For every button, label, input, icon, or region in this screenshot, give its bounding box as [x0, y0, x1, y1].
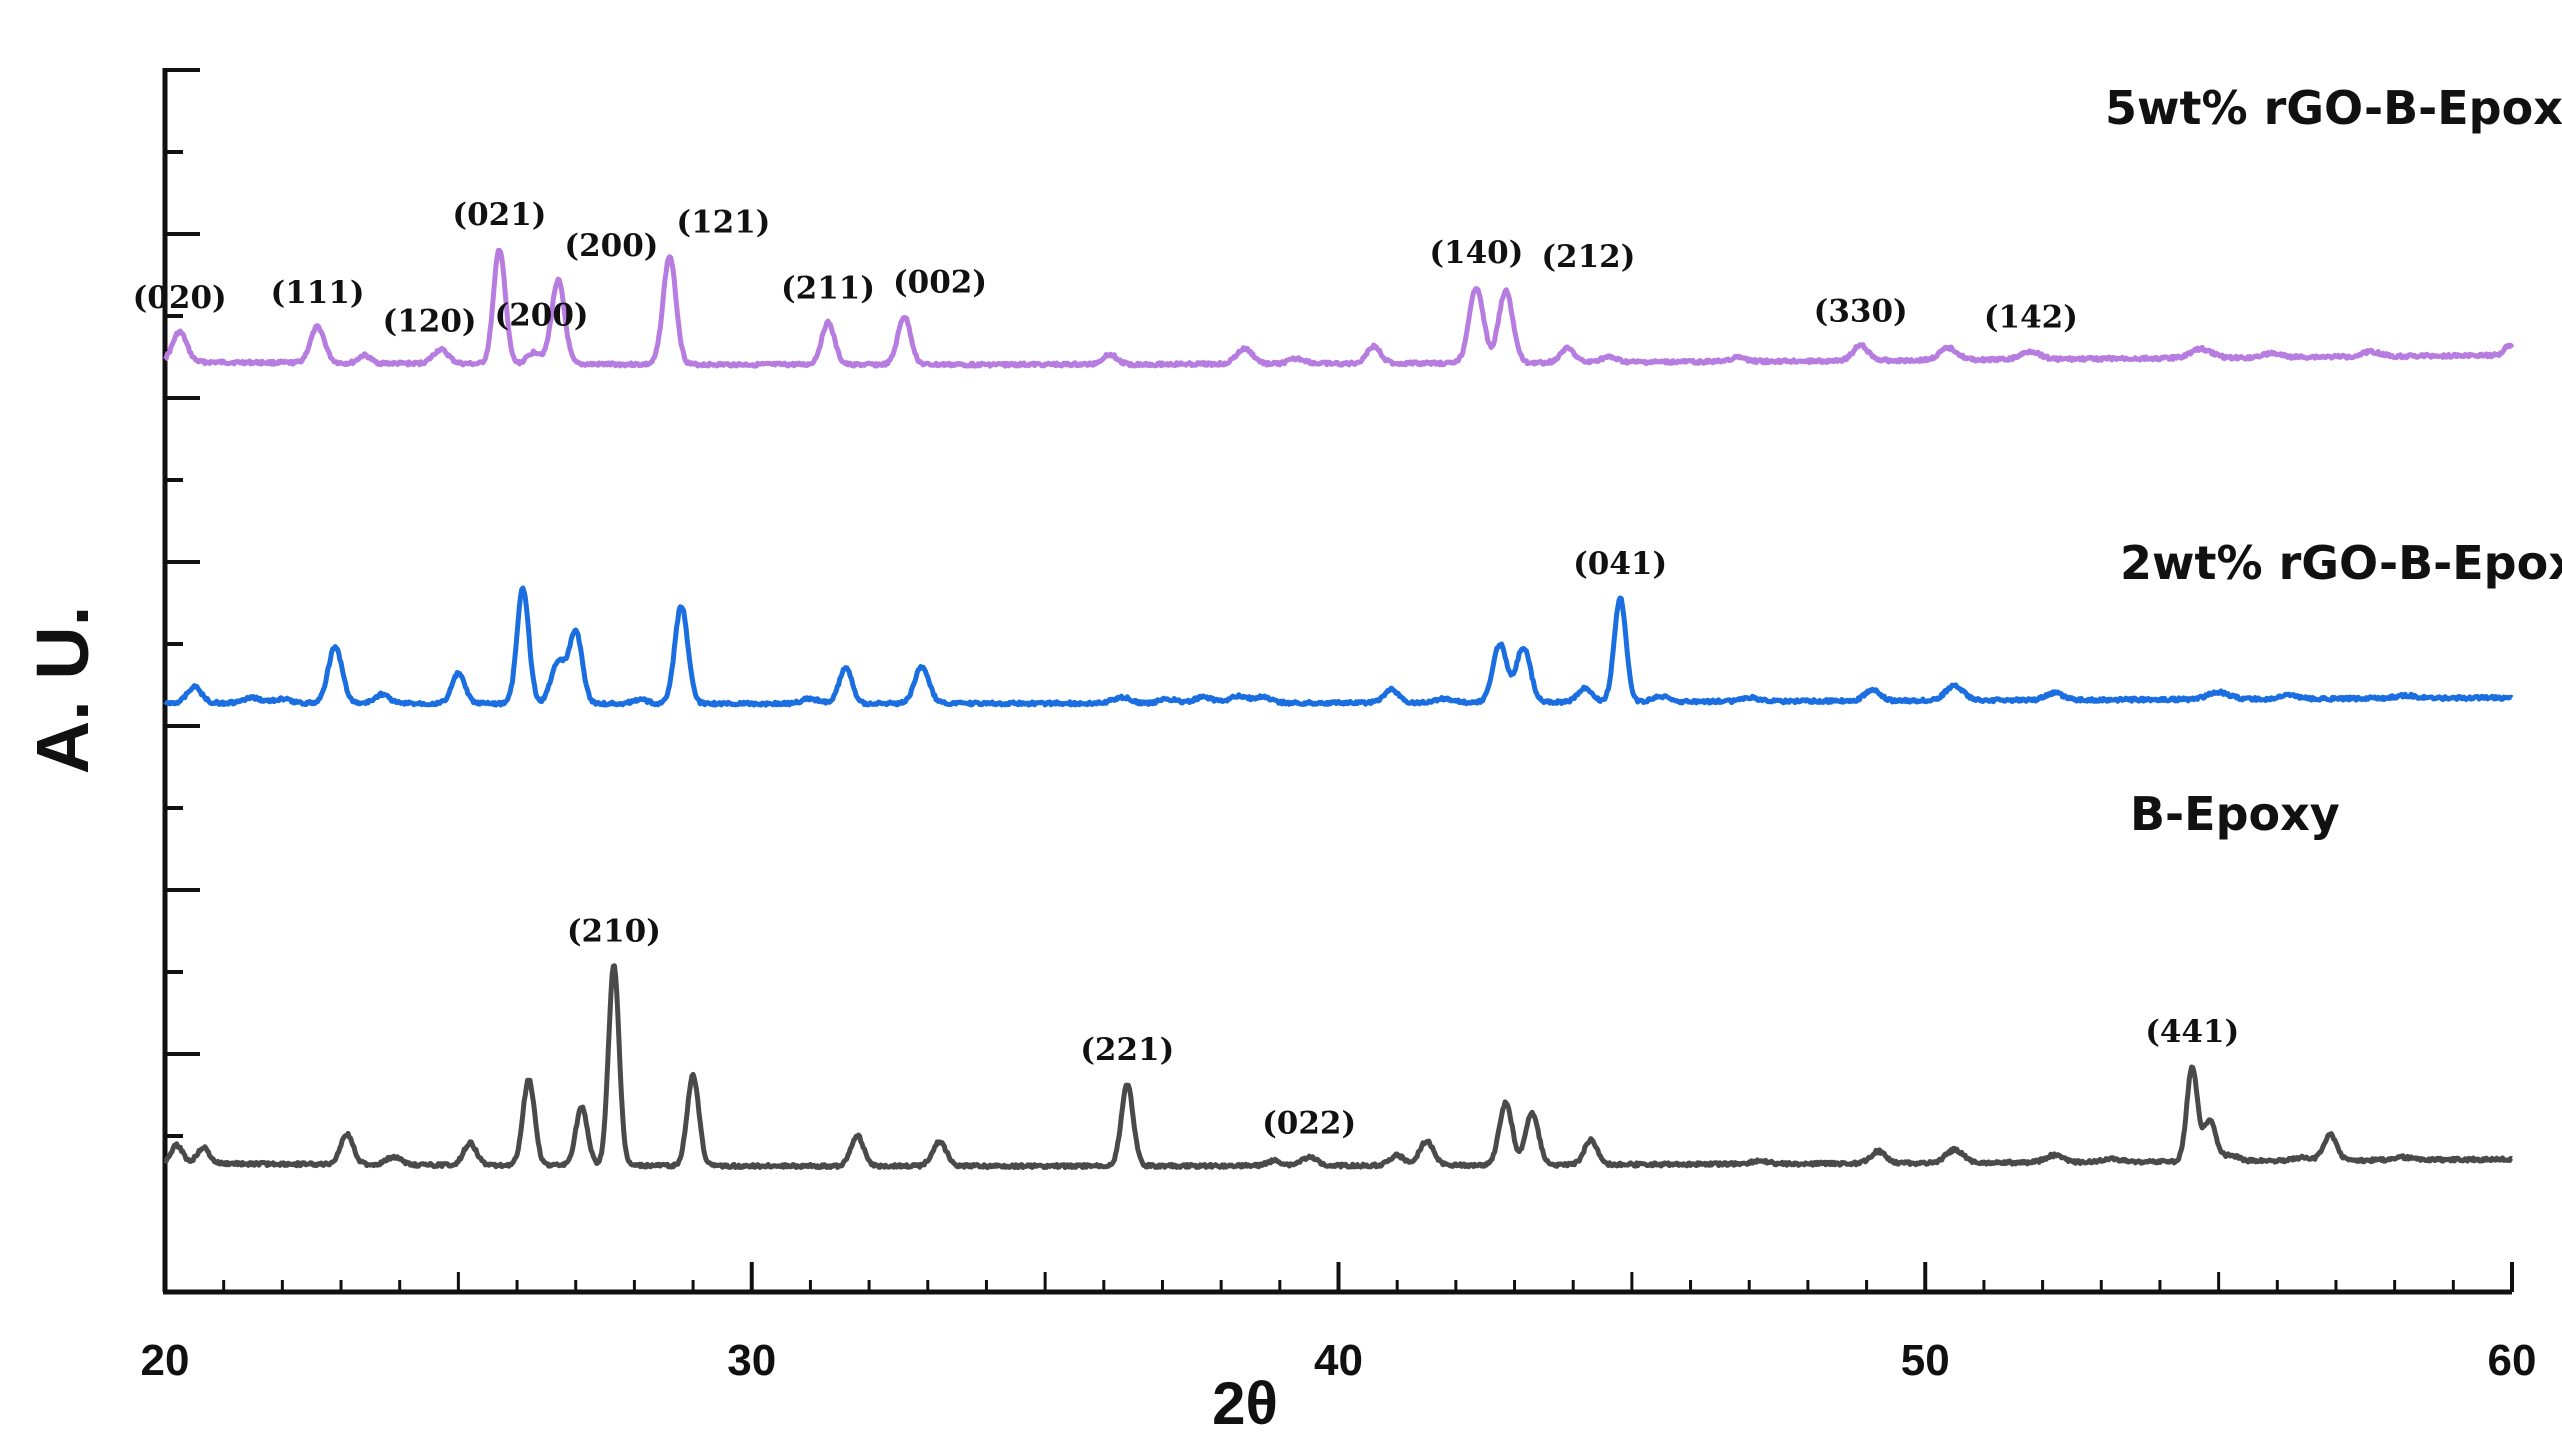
- series-line-3: [163, 963, 2514, 1171]
- hkl-label: (210): [567, 914, 661, 950]
- hkl-label: (120): [383, 303, 477, 339]
- x-tick-label: 40: [1314, 1336, 1363, 1385]
- hkl-label: (200): [495, 298, 589, 334]
- series-line-1: [163, 247, 2515, 369]
- hkl-label: (211): [781, 271, 875, 307]
- hkl-label: (111): [271, 275, 365, 311]
- series-name-label: 5wt% rGO-B-Epoxy: [2105, 81, 2562, 135]
- hkl-label: (121): [676, 204, 770, 240]
- series-name-label: 2wt% rGO-B-Epoxy: [2120, 536, 2562, 590]
- hkl-label: (002): [893, 265, 987, 301]
- series-line-2: [163, 585, 2514, 708]
- hkl-label: (142): [1984, 299, 2078, 335]
- y-axis-ticks: [165, 68, 200, 1138]
- hkl-label: (022): [1262, 1106, 1356, 1142]
- x-tick-label: 20: [141, 1336, 190, 1385]
- x-tick-label: 30: [727, 1336, 776, 1385]
- hkl-label: (221): [1080, 1032, 1174, 1068]
- hkl-label: (212): [1541, 239, 1635, 275]
- hkl-label: (140): [1429, 235, 1523, 271]
- x-axis-ticks: 20 30 40 50 60: [141, 1262, 2537, 1385]
- peak-labels: (020) (111) (120) (200) (021) (200) (121) (211)…: [133, 197, 2240, 1142]
- hkl-label: (441): [2145, 1014, 2239, 1050]
- hkl-label: (041): [1573, 546, 1667, 582]
- hkl-label: (021): [452, 197, 546, 233]
- series-name-label: B-Epoxy: [2130, 787, 2340, 841]
- y-axis-title: A. U.: [21, 606, 104, 775]
- series-labels: 5wt% rGO-B-Epoxy 2wt% rGO-B-Epoxy B-Epoxy: [2105, 81, 2562, 841]
- x-tick-label: 60: [2488, 1336, 2537, 1385]
- x-axis-title: 2θ: [1212, 1370, 1278, 1437]
- hkl-label: (020): [133, 280, 227, 316]
- hkl-label: (330): [1814, 294, 1908, 330]
- series-layer: [163, 247, 2515, 1171]
- x-tick-label: 50: [1901, 1336, 1950, 1385]
- hkl-label: (200): [564, 228, 658, 264]
